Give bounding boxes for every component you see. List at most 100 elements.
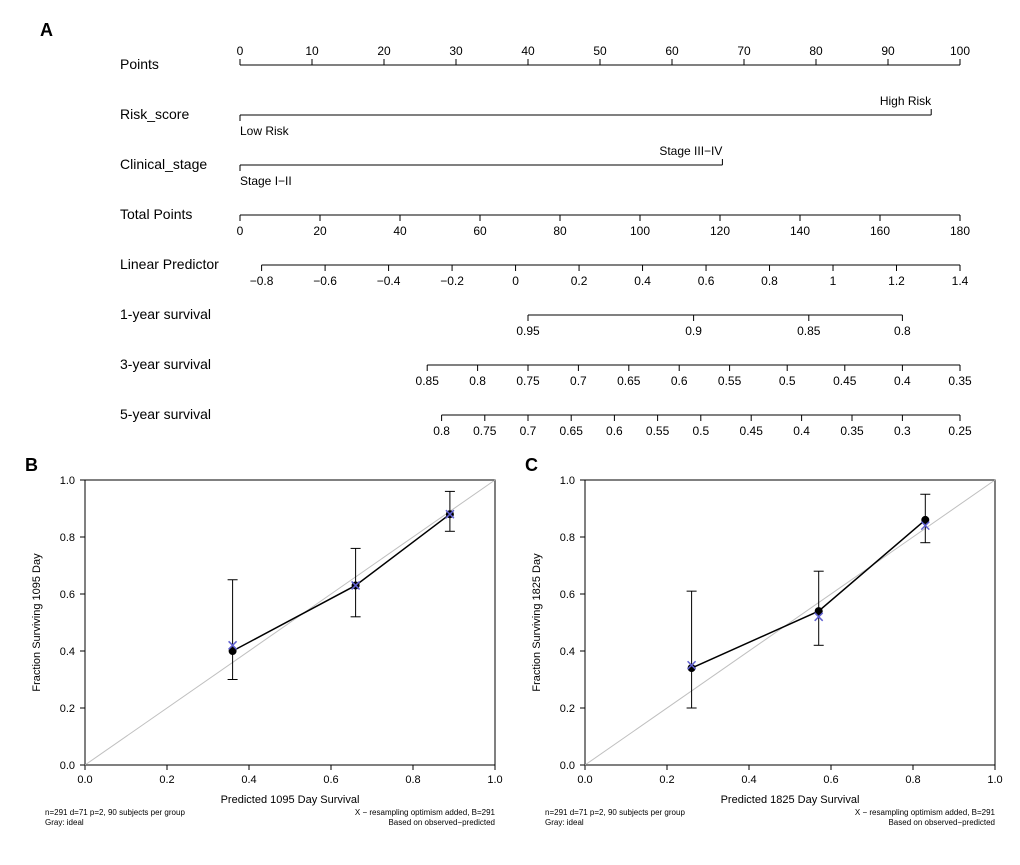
svg-text:0.5: 0.5 [692,424,709,438]
svg-text:Gray: ideal: Gray: ideal [45,818,84,827]
svg-text:180: 180 [950,224,970,238]
svg-text:0.4: 0.4 [241,774,256,786]
svg-text:0.2: 0.2 [60,703,75,715]
svg-text:70: 70 [737,44,751,58]
panels-bc: B 0.00.20.40.60.81.00.00.20.40.60.81.0Pr… [20,460,1000,845]
svg-text:Fraction Surviving 1095 Day: Fraction Surviving 1095 Day [31,553,43,692]
svg-text:1.0: 1.0 [560,475,575,487]
svg-text:High Risk: High Risk [880,94,932,108]
svg-text:Points: Points [120,56,159,72]
panel-b: B 0.00.20.40.60.81.00.00.20.40.60.81.0Pr… [20,460,510,845]
svg-text:Risk_score: Risk_score [120,106,189,122]
svg-text:0.6: 0.6 [560,589,575,601]
svg-text:0: 0 [512,274,519,288]
svg-text:3-year survival: 3-year survival [120,356,211,372]
svg-text:0.6: 0.6 [323,774,338,786]
svg-text:1.0: 1.0 [987,774,1002,786]
svg-text:0.55: 0.55 [646,424,670,438]
svg-text:Fraction Surviving 1825 Day: Fraction Surviving 1825 Day [531,553,543,692]
panel-a-label: A [40,20,53,41]
svg-text:0.4: 0.4 [560,646,575,658]
svg-text:30: 30 [449,44,463,58]
svg-text:0: 0 [237,224,244,238]
svg-text:100: 100 [630,224,650,238]
svg-text:20: 20 [313,224,327,238]
svg-text:0.8: 0.8 [469,374,486,388]
svg-text:0: 0 [237,44,244,58]
nomogram-svg: Points0102030405060708090100Risk_scoreLo… [20,20,1000,450]
svg-text:0.9: 0.9 [685,324,702,338]
svg-text:0.4: 0.4 [894,374,911,388]
svg-text:1-year survival: 1-year survival [120,306,211,322]
svg-text:0.2: 0.2 [659,774,674,786]
svg-text:Based on observed−predicted: Based on observed−predicted [888,818,995,827]
svg-text:X − resampling optimism added,: X − resampling optimism added, B=291 [355,808,496,817]
svg-text:0.6: 0.6 [698,274,715,288]
svg-text:160: 160 [870,224,890,238]
svg-text:140: 140 [790,224,810,238]
svg-text:5-year survival: 5-year survival [120,406,211,422]
svg-text:Based on observed−predicted: Based on observed−predicted [388,818,495,827]
svg-text:100: 100 [950,44,970,58]
svg-text:0.4: 0.4 [741,774,756,786]
svg-text:0.8: 0.8 [405,774,420,786]
panel-c: C 0.00.20.40.60.81.00.00.20.40.60.81.0Pr… [520,460,1010,845]
svg-text:X − resampling optimism added,: X − resampling optimism added, B=291 [855,808,996,817]
svg-text:0.2: 0.2 [159,774,174,786]
svg-text:0.8: 0.8 [894,324,911,338]
svg-text:0.6: 0.6 [671,374,688,388]
svg-text:0.6: 0.6 [823,774,838,786]
svg-text:0.35: 0.35 [948,374,972,388]
svg-text:−0.4: −0.4 [377,274,401,288]
svg-text:60: 60 [665,44,679,58]
svg-text:Clinical_stage: Clinical_stage [120,156,207,172]
svg-text:1: 1 [830,274,837,288]
svg-text:60: 60 [473,224,487,238]
svg-text:0.3: 0.3 [894,424,911,438]
svg-text:40: 40 [521,44,535,58]
svg-text:0.4: 0.4 [60,646,75,658]
svg-text:Gray: ideal: Gray: ideal [545,818,584,827]
panel-a: A Points0102030405060708090100Risk_score… [20,20,1000,455]
svg-text:0.35: 0.35 [840,424,864,438]
svg-text:90: 90 [881,44,895,58]
svg-text:0.0: 0.0 [77,774,92,786]
svg-text:Total Points: Total Points [120,206,192,222]
svg-text:Stage III−IV: Stage III−IV [659,144,722,158]
svg-text:Predicted 1095 Day Survival: Predicted 1095 Day Survival [221,794,360,806]
svg-text:0.8: 0.8 [433,424,450,438]
svg-text:n=291 d=71 p=2, 90 subjects pe: n=291 d=71 p=2, 90 subjects per group [45,808,185,817]
svg-text:20: 20 [377,44,391,58]
svg-text:0.7: 0.7 [570,374,587,388]
svg-text:0.8: 0.8 [560,532,575,544]
svg-text:50: 50 [593,44,607,58]
svg-text:0.25: 0.25 [948,424,972,438]
svg-text:−0.8: −0.8 [250,274,274,288]
svg-text:−0.6: −0.6 [313,274,337,288]
svg-text:0.85: 0.85 [797,324,821,338]
svg-text:0.75: 0.75 [473,424,497,438]
svg-text:0.65: 0.65 [560,424,584,438]
svg-text:0.0: 0.0 [60,760,75,772]
svg-text:1.0: 1.0 [487,774,502,786]
svg-text:0.75: 0.75 [516,374,540,388]
svg-text:0.65: 0.65 [617,374,641,388]
svg-text:0.95: 0.95 [516,324,540,338]
svg-text:0.4: 0.4 [793,424,810,438]
svg-text:0.55: 0.55 [718,374,742,388]
svg-text:0.85: 0.85 [416,374,440,388]
svg-text:0.0: 0.0 [577,774,592,786]
svg-text:−0.2: −0.2 [440,274,464,288]
svg-text:0.0: 0.0 [560,760,575,772]
svg-text:Low Risk: Low Risk [240,124,290,138]
calibration-b-svg: 0.00.20.40.60.81.00.00.20.40.60.81.0Pred… [20,460,510,840]
svg-text:0.2: 0.2 [560,703,575,715]
panel-b-label: B [25,455,38,476]
svg-text:0.8: 0.8 [761,274,778,288]
svg-text:120: 120 [710,224,730,238]
svg-text:40: 40 [393,224,407,238]
svg-text:0.7: 0.7 [520,424,537,438]
svg-text:0.4: 0.4 [634,274,651,288]
svg-text:80: 80 [553,224,567,238]
svg-text:Predicted 1825 Day Survival: Predicted 1825 Day Survival [721,794,860,806]
